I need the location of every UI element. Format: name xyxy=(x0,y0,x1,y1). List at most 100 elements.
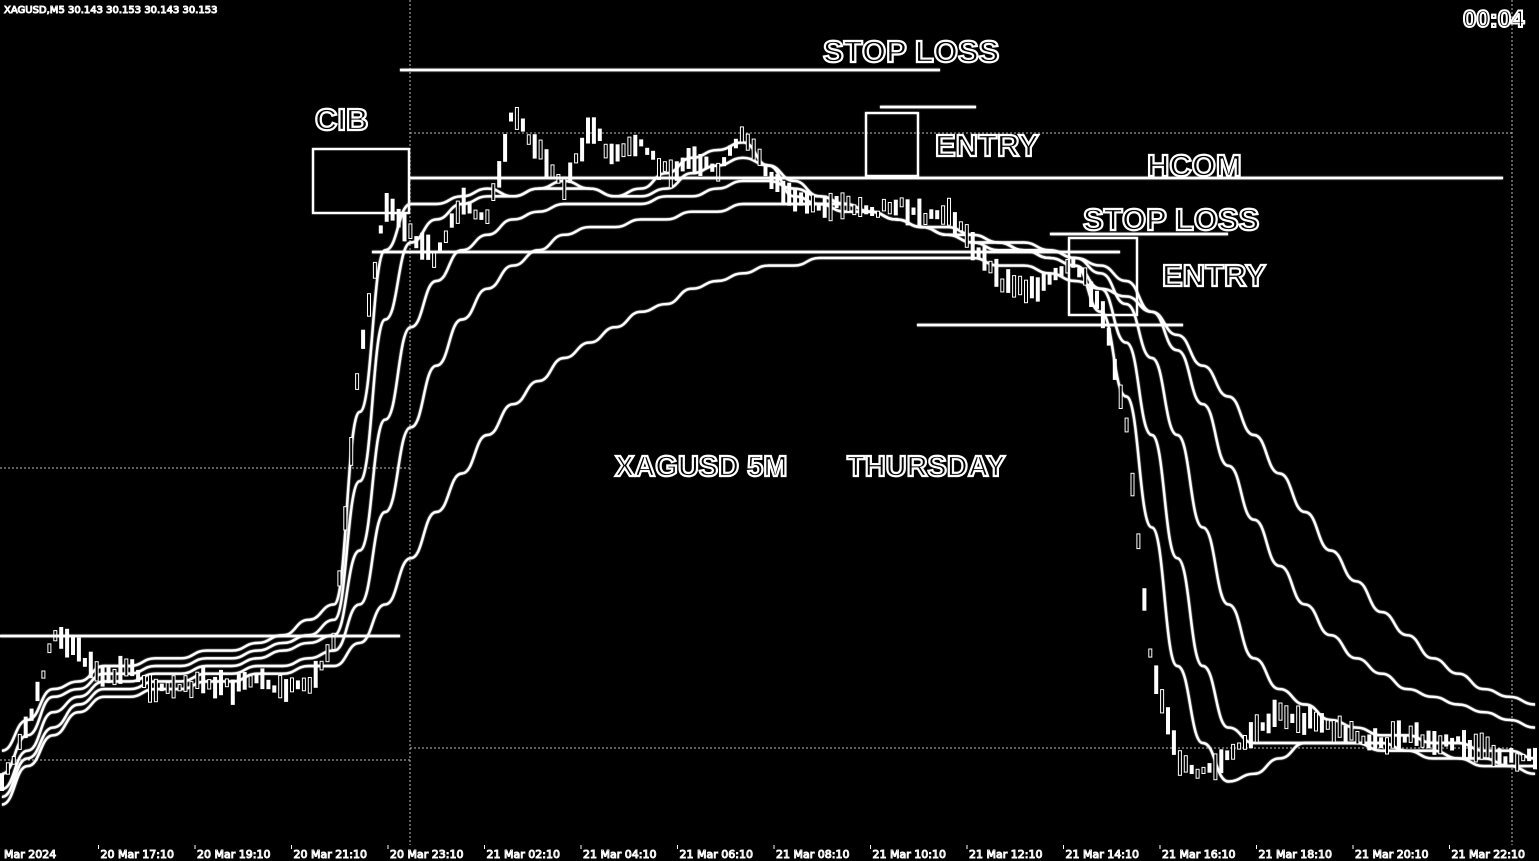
price-candle xyxy=(1248,722,1253,749)
price-candle xyxy=(674,161,679,181)
price-candle xyxy=(325,644,330,663)
price-candle xyxy=(1420,734,1425,748)
price-candle xyxy=(254,673,259,684)
price-candle xyxy=(947,197,951,226)
price-candle xyxy=(467,201,472,214)
x-tick-label: 21 Mar 22:10 xyxy=(1452,848,1525,861)
price-candle xyxy=(893,199,898,216)
price-candle xyxy=(219,669,223,696)
price-candle xyxy=(88,651,93,679)
price-candle xyxy=(1112,358,1117,380)
x-tick-label: 21 Mar 14:10 xyxy=(1066,848,1139,861)
price-candle xyxy=(520,118,525,132)
price-candle xyxy=(1284,705,1289,730)
price-candle xyxy=(402,213,407,242)
price-candle xyxy=(1171,730,1176,755)
entry-box-1[interactable] xyxy=(865,112,919,177)
x-tick-label: 20 Mar 17:10 xyxy=(101,848,174,861)
price-candle xyxy=(503,134,508,162)
price-candle xyxy=(272,685,277,693)
price-candle xyxy=(485,209,490,224)
candle-timer: 00:04 xyxy=(1463,6,1525,33)
price-candle xyxy=(1083,267,1088,286)
price-candle xyxy=(1479,732,1484,760)
price-candle xyxy=(1467,740,1472,758)
price-candle xyxy=(1018,275,1023,296)
price-candle xyxy=(1118,384,1123,410)
price-candle xyxy=(142,675,147,688)
price-candle xyxy=(793,187,798,212)
price-candle xyxy=(224,678,229,688)
price-candle xyxy=(591,117,596,144)
price-candle xyxy=(1136,533,1141,550)
price-candle xyxy=(82,658,87,667)
price-candle xyxy=(248,675,253,688)
price-candle xyxy=(526,134,531,145)
price-candle xyxy=(1047,274,1052,285)
price-candle xyxy=(769,171,774,189)
price-candle xyxy=(1124,417,1129,433)
price-candle xyxy=(148,674,152,703)
price-candle xyxy=(929,209,934,219)
price-candle xyxy=(876,210,880,218)
moving-average-line-4 xyxy=(1,202,1536,799)
x-tick-label: 21 Mar 08:10 xyxy=(776,848,849,861)
price-candle xyxy=(195,671,200,690)
price-candle xyxy=(23,716,28,739)
price-candle xyxy=(586,117,590,144)
price-candle xyxy=(343,506,348,531)
price-candle xyxy=(509,112,513,122)
price-candle xyxy=(491,183,496,201)
price-candle xyxy=(426,234,431,260)
price-candle xyxy=(763,163,768,177)
price-candle xyxy=(911,207,916,215)
price-candle xyxy=(970,232,975,261)
price-candle xyxy=(852,204,857,216)
price-candle xyxy=(1219,749,1224,774)
x-tick-label: 21 Mar 04:10 xyxy=(583,848,656,861)
price-candle xyxy=(76,637,81,662)
price-candle xyxy=(449,213,454,228)
price-candle xyxy=(295,680,300,690)
price-candle xyxy=(728,145,732,156)
price-candle xyxy=(307,677,312,694)
chart-title-day: THURSDAY xyxy=(847,451,1005,483)
cib-box[interactable] xyxy=(312,148,410,214)
x-tick-label: 20 Mar 21:10 xyxy=(294,848,367,861)
x-tick-label: 21 Mar 20:10 xyxy=(1355,848,1428,861)
price-candle xyxy=(1319,713,1324,733)
price-candle xyxy=(1432,731,1437,755)
price-candle xyxy=(1254,714,1259,743)
price-candle xyxy=(1349,721,1354,741)
price-candle xyxy=(1438,735,1443,755)
price-candle xyxy=(106,666,111,684)
price-candle xyxy=(1213,753,1218,781)
price-candle xyxy=(1355,731,1360,745)
price-candle xyxy=(704,156,709,170)
price-candle xyxy=(799,192,804,206)
price-candle xyxy=(538,139,543,160)
price-candle xyxy=(1006,269,1011,293)
price-candle xyxy=(35,681,40,702)
price-candle xyxy=(1077,268,1082,278)
x-tick-label: 21 Mar 10:10 xyxy=(873,848,946,861)
price-candle xyxy=(1225,750,1230,761)
price-candle xyxy=(1166,707,1170,735)
entry-label-1: ENTRY xyxy=(935,128,1039,163)
price-candle xyxy=(159,683,164,692)
price-candle xyxy=(621,143,626,158)
price-candle xyxy=(923,213,928,225)
entry-box-2[interactable] xyxy=(1068,237,1138,316)
price-candle xyxy=(414,236,419,249)
price-candle xyxy=(1337,715,1342,738)
price-candle xyxy=(290,677,294,693)
price-candle xyxy=(562,176,567,200)
x-tick-label: 21 Mar 18:10 xyxy=(1259,848,1332,861)
price-candle xyxy=(550,164,555,179)
price-candle xyxy=(1024,279,1028,304)
price-candle xyxy=(118,655,123,684)
price-candle xyxy=(1515,753,1520,772)
moving-average-line-3 xyxy=(1,179,1536,791)
